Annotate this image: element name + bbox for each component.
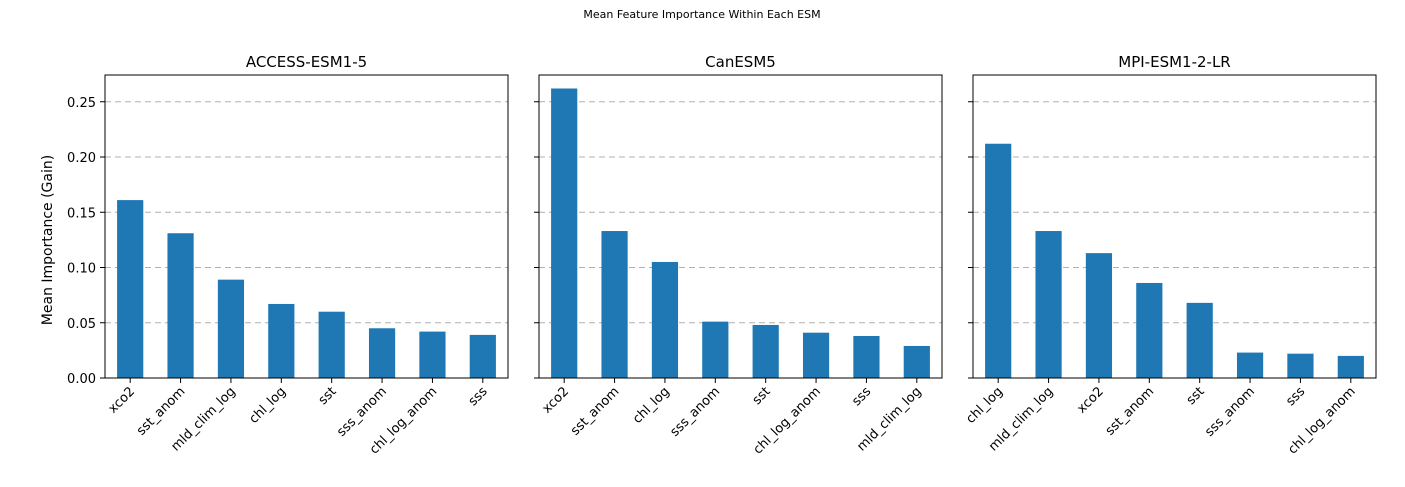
y-tick-label: 0.20	[67, 151, 96, 166]
bar	[601, 231, 628, 378]
bar	[802, 332, 830, 378]
bar	[318, 311, 345, 378]
bar	[117, 200, 144, 378]
x-tick-label: sst_anom	[134, 384, 188, 438]
x-tick-label: xco2	[540, 384, 572, 416]
bar	[1287, 353, 1314, 378]
x-tick-label: chl_log	[630, 384, 673, 427]
bar	[551, 88, 578, 379]
x-tick-label: sst	[1184, 384, 1208, 408]
bar	[903, 345, 930, 378]
axes-frame	[104, 74, 509, 379]
x-tick-label: sss	[466, 384, 491, 409]
bar	[469, 334, 496, 378]
panel-title: CanESM5	[705, 53, 776, 71]
x-tick-label: sss	[849, 384, 874, 409]
bar	[1136, 282, 1163, 378]
x-tick-label: chl_log	[246, 384, 289, 427]
x-tick-label: xco2	[106, 384, 138, 416]
bar	[1236, 352, 1264, 378]
x-tick-label: sst	[750, 384, 774, 408]
bar	[985, 143, 1012, 378]
x-tick-label: sss	[1283, 384, 1308, 409]
bar	[651, 261, 679, 378]
axes-frame	[538, 74, 943, 379]
bar	[419, 331, 446, 378]
x-tick-label: xco2	[1074, 384, 1106, 416]
panel-title: ACCESS-ESM1-5	[246, 53, 367, 71]
bar	[1035, 231, 1062, 378]
bar	[752, 324, 779, 378]
x-tick-label: sss_anom	[668, 384, 724, 440]
x-tick-label: chl_log	[963, 384, 1006, 427]
bar	[1085, 253, 1113, 378]
y-tick-label: 0.15	[67, 206, 96, 221]
figure-title: Mean Feature Importance Within Each ESM	[583, 8, 820, 21]
y-tick-label: 0.05	[67, 317, 96, 332]
x-tick-label: sst	[316, 384, 340, 408]
bar	[1186, 302, 1213, 378]
y-tick-label: 0.10	[67, 262, 96, 277]
bar	[268, 303, 295, 378]
panel-title: MPI-ESM1-2-LR	[1118, 53, 1230, 71]
x-tick-label: sst_anom	[568, 384, 622, 438]
x-tick-label: sss_anom	[1202, 384, 1258, 440]
axes-frame	[972, 74, 1377, 379]
bar	[167, 233, 194, 378]
bar	[217, 279, 245, 378]
bar	[853, 336, 880, 378]
y-tick-label: 0.25	[67, 96, 96, 111]
y-axis-label: Mean Importance (Gain)	[40, 155, 56, 325]
y-tick-label: 0.00	[67, 372, 96, 387]
bar	[702, 321, 729, 378]
x-tick-label: sst_anom	[1103, 384, 1157, 438]
bar	[1337, 355, 1364, 378]
bar	[368, 328, 396, 378]
